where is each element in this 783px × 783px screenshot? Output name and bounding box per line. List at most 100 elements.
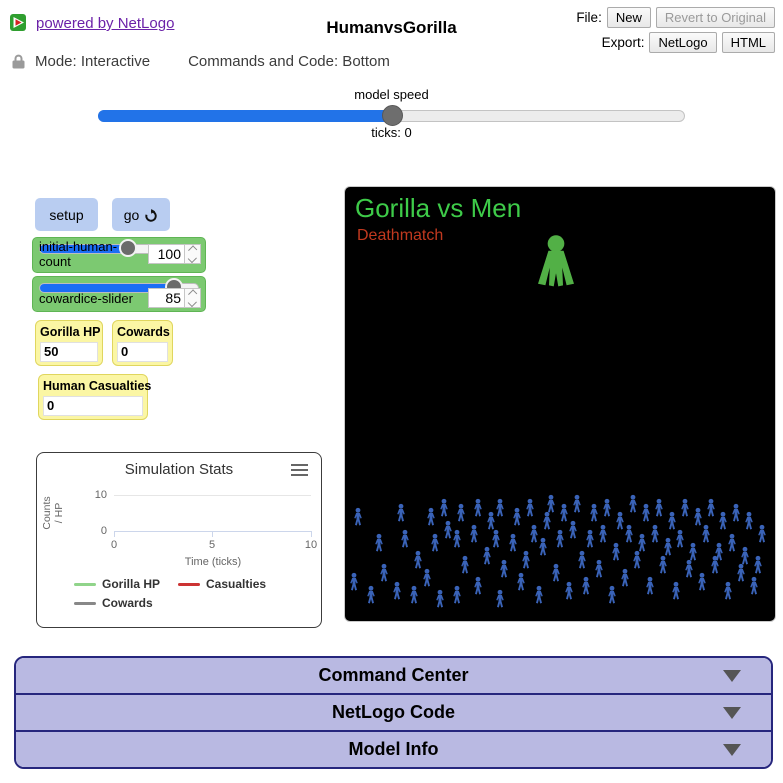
- legend-swatch: [74, 601, 96, 605]
- slider-value-stepper[interactable]: [184, 244, 201, 264]
- gorilla-figure: [533, 234, 579, 287]
- human-figure: [459, 554, 472, 575]
- speed-fill: [98, 110, 392, 122]
- human-figure: [532, 584, 545, 605]
- export-label: Export:: [601, 35, 645, 50]
- model-info-header[interactable]: Model Info: [16, 732, 771, 767]
- chart-menu-icon[interactable]: [291, 464, 308, 479]
- new-button[interactable]: New: [606, 7, 651, 28]
- human-figure: [588, 502, 601, 523]
- netlogo-code-header[interactable]: NetLogo Code: [16, 695, 771, 732]
- slider-fill: [40, 284, 182, 292]
- monitor-gorilla-hp: Gorilla HP 50: [35, 320, 103, 366]
- x-tick-label: 10: [304, 539, 318, 551]
- human-figure: [575, 550, 588, 571]
- x-tick-label: 5: [208, 539, 216, 551]
- legend-item-cowards[interactable]: Cowards: [74, 596, 153, 610]
- monitor-value: 50: [40, 342, 98, 362]
- slider-value-stepper[interactable]: [184, 288, 201, 308]
- speed-thumb[interactable]: [381, 105, 403, 126]
- human-figure: [472, 576, 485, 597]
- model-speed-slider[interactable]: [98, 105, 685, 126]
- human-figure: [592, 558, 605, 579]
- human-figure: [566, 519, 579, 540]
- human-figure: [390, 580, 403, 601]
- human-figure: [743, 511, 756, 532]
- monitor-label: Cowards: [117, 325, 170, 339]
- human-figure: [670, 580, 683, 601]
- setup-button[interactable]: setup: [35, 198, 98, 231]
- human-figure: [515, 571, 528, 592]
- monitor-value: 0: [117, 342, 168, 362]
- slider-cowardice: cowardice-slider 85: [32, 276, 206, 312]
- human-figure: [678, 498, 691, 519]
- monitor-cowards: Cowards 0: [112, 320, 173, 366]
- chart-ylabel: Counts / HP: [41, 496, 65, 530]
- human-figure: [347, 571, 360, 592]
- legend-swatch: [178, 582, 201, 586]
- human-figure: [562, 580, 575, 601]
- legend-item-casualties[interactable]: Casualties: [178, 577, 266, 591]
- human-figure: [640, 502, 653, 523]
- human-figure: [407, 584, 420, 605]
- human-figure: [351, 506, 364, 527]
- human-figure: [554, 528, 567, 549]
- stepper-down-icon[interactable]: [188, 297, 197, 307]
- revert-to-original-button[interactable]: Revert to Original: [655, 7, 775, 28]
- legend-item-gorilla-hp[interactable]: Gorilla HP: [74, 577, 160, 591]
- model-speed-label: model speed: [354, 87, 429, 102]
- human-figure: [687, 541, 700, 562]
- ticks-counter: ticks: 0: [371, 125, 412, 140]
- powered-by-netlogo-link[interactable]: powered by NetLogo: [36, 15, 175, 32]
- export-html-button[interactable]: HTML: [721, 32, 775, 53]
- legend-label: Casualties: [206, 577, 267, 591]
- chart-title: Simulation Stats: [124, 461, 234, 478]
- human-figure: [756, 524, 769, 545]
- x-tick-mark: [114, 532, 115, 537]
- human-figure: [713, 541, 726, 562]
- slider-value-input[interactable]: 85: [148, 288, 184, 308]
- human-figure: [730, 502, 743, 523]
- world-title-label: Gorilla vs Men: [355, 193, 522, 223]
- stepper-up-icon[interactable]: [188, 289, 197, 299]
- monitor-label: Gorilla HP: [40, 325, 101, 339]
- chart-gridline: [114, 495, 311, 496]
- stepper-down-icon[interactable]: [188, 253, 197, 263]
- x-tick-mark: [212, 532, 213, 537]
- monitor-value: 0: [43, 396, 143, 416]
- human-figure: [433, 589, 446, 610]
- human-figure: [704, 498, 717, 519]
- chart-legend: Gorilla HP Casualties Cowards: [37, 577, 321, 610]
- world-view: Gorilla vs Men Deathmatch: [344, 186, 776, 622]
- go-button[interactable]: go: [112, 198, 170, 231]
- stepper-up-icon[interactable]: [188, 245, 197, 255]
- human-figure: [519, 550, 532, 571]
- monitor-label: Human Casualties: [43, 379, 152, 393]
- human-figure: [674, 528, 687, 549]
- world-subtitle-label: Deathmatch: [357, 227, 444, 244]
- mode-label: Mode: Interactive: [35, 53, 151, 70]
- slider-thumb[interactable]: [118, 239, 137, 257]
- command-center-header[interactable]: Command Center: [16, 658, 771, 695]
- human-figure: [373, 532, 386, 553]
- human-figure: [493, 498, 506, 519]
- go-button-label: go: [123, 206, 140, 223]
- human-figure: [493, 589, 506, 610]
- accordion-label: Command Center: [318, 665, 469, 685]
- human-figure: [622, 524, 635, 545]
- human-figure: [726, 532, 739, 553]
- human-figure: [545, 493, 558, 514]
- commands-position-label: Commands and Code: Bottom: [188, 53, 390, 70]
- human-figure: [489, 528, 502, 549]
- human-figure: [523, 498, 536, 519]
- file-label: File:: [576, 10, 602, 25]
- human-figure: [695, 571, 708, 592]
- mode-bar: Mode: Interactive Commands and Code: Bot…: [12, 53, 390, 70]
- human-figure: [597, 524, 610, 545]
- human-figure: [536, 537, 549, 558]
- human-figure: [700, 524, 713, 545]
- export-netlogo-button[interactable]: NetLogo: [649, 32, 717, 53]
- forever-icon: [145, 209, 157, 222]
- slider-value-input[interactable]: 100: [148, 244, 184, 264]
